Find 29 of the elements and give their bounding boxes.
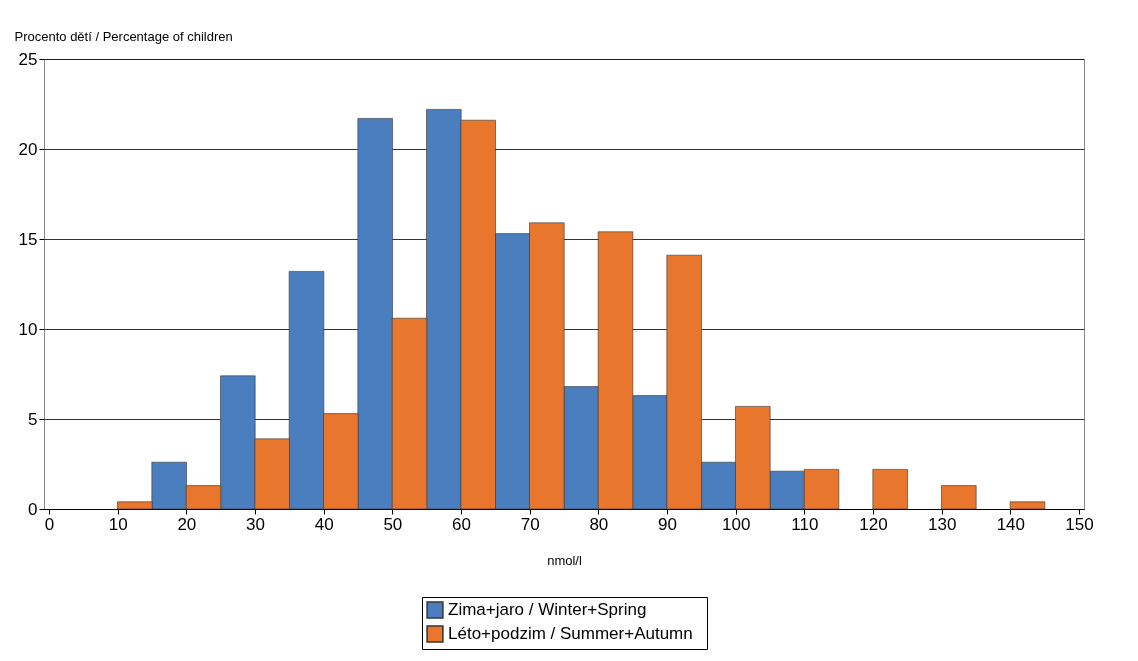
x-tick-label: 150	[1065, 514, 1094, 534]
x-tick-label: 60	[452, 514, 471, 534]
bar	[941, 485, 977, 510]
bar	[1009, 501, 1046, 510]
x-tick-label: 80	[589, 514, 609, 534]
x-tick-label: 110	[791, 514, 819, 534]
y-tick-label: 0	[28, 499, 38, 519]
x-tick-label: 50	[383, 514, 403, 534]
y-tick-label: 20	[18, 139, 38, 159]
x-tick-label: 0	[44, 514, 55, 534]
y-tick-label: 25	[18, 49, 38, 69]
y-tick-label: 10	[18, 319, 38, 339]
x-tick-label: 20	[177, 514, 197, 534]
x-tick-label: 70	[520, 514, 540, 534]
x-tick-label: 120	[859, 514, 888, 534]
x-tick-label: 90	[658, 514, 677, 534]
bar	[872, 469, 908, 510]
x-axis-title: nmol/l	[547, 552, 582, 568]
legend-label: Zima+jaro / Winter+Spring	[448, 600, 647, 619]
x-tick-label: 30	[246, 514, 265, 534]
x-tick-label: 130	[927, 514, 957, 534]
x-tick-label: 40	[314, 514, 334, 534]
legend-label: Léto+podzim / Summer+Autumn	[448, 624, 693, 643]
x-tick-label: 100	[721, 514, 751, 534]
x-tick-label: 10	[108, 514, 128, 534]
y-axis-title: Procento dětí / Percentage of children	[14, 28, 233, 44]
x-tick-label: 140	[996, 514, 1026, 534]
y-tick-label: 5	[28, 409, 38, 429]
y-tick-label: 15	[18, 229, 38, 249]
